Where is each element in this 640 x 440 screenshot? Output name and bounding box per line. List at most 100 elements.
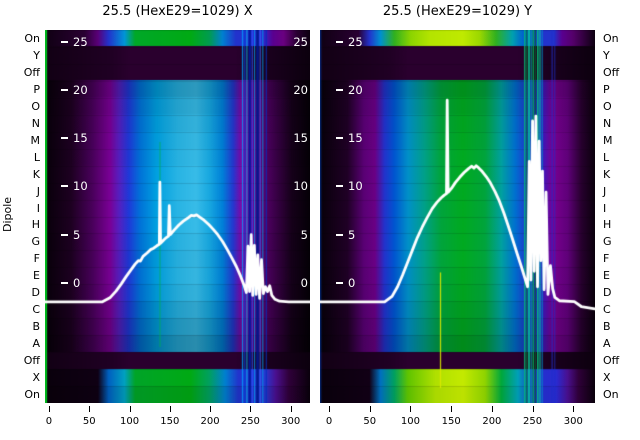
x-axis-tick-label: 250 xyxy=(240,416,260,427)
inner-tick-dash xyxy=(61,137,68,140)
x-axis-tick-label: 250 xyxy=(523,416,543,427)
x-axis-tick xyxy=(451,406,453,412)
row-label-left: O xyxy=(31,99,40,113)
row-label-left: D xyxy=(31,286,40,300)
inner-tick-label-right: 25 xyxy=(293,34,308,49)
row-label-right: O xyxy=(603,99,612,113)
x-axis-tick xyxy=(369,406,371,412)
heatmap-panel-x: 25 25 20 20 15 15 10 10 5 5 0 0 0 50 100 150 200 250 300 xyxy=(45,30,310,427)
x-axis-tick xyxy=(210,406,212,412)
x-axis-tick-label: 150 xyxy=(441,416,461,427)
x-axis-tick xyxy=(129,406,131,412)
x-axis-tick xyxy=(573,406,575,412)
row-label-left: K xyxy=(32,167,40,181)
x-axis-tick-label: 300 xyxy=(563,416,583,427)
row-label-left: I xyxy=(36,201,40,215)
inner-tick-dash xyxy=(61,233,68,236)
inner-tick-label: 25 xyxy=(348,34,363,49)
inner-tick-label: 10 xyxy=(348,179,363,194)
x-axis-tick xyxy=(329,406,331,412)
inner-tick-label: 20 xyxy=(348,83,363,98)
row-label-left: Off xyxy=(23,65,40,79)
x-axis-tick-label: 100 xyxy=(400,416,421,427)
row-labels-right: On Y Off P O N M L K J I H G F E D C B A Off X On xyxy=(601,30,640,403)
row-label-left: L xyxy=(33,150,40,164)
inner-tick-label: 15 xyxy=(73,131,88,146)
inner-tick-dash xyxy=(61,281,68,284)
row-label-right: I xyxy=(603,201,607,215)
heatmap-panel-y: 25 20 15 10 5 0 0 50 100 150 200 250 300 xyxy=(320,30,595,427)
row-label-right: D xyxy=(603,286,612,300)
row-labels-left: On Y Off P O N M L K J I H G F E D C B A Off X On xyxy=(0,30,40,403)
inner-tick-dash xyxy=(336,185,343,188)
row-label-right: M xyxy=(603,133,613,147)
inner-tick-dash xyxy=(336,89,343,92)
row-label-right: On xyxy=(603,388,619,402)
row-label-right: A xyxy=(603,337,611,351)
x-axis-tick xyxy=(169,406,171,412)
x-axis-tick-label: 300 xyxy=(281,416,301,427)
row-label-left: X xyxy=(32,371,40,385)
x-axis-tick xyxy=(250,406,252,412)
inner-tick-label-right: 15 xyxy=(293,131,308,146)
row-label-left: On xyxy=(24,388,40,402)
inner-tick-label: 0 xyxy=(348,275,356,290)
panel-y-title: 25.5 (HexE29=1029) Y xyxy=(382,4,533,19)
x-axis-tick xyxy=(290,406,292,412)
row-label-right: On xyxy=(603,31,619,45)
row-label-right: Off xyxy=(603,354,620,368)
x-axis-tick xyxy=(89,406,91,412)
row-label-right: L xyxy=(603,150,610,164)
inner-tick-label-right: 20 xyxy=(293,83,308,98)
row-label-left: M xyxy=(30,133,41,147)
row-label-left: H xyxy=(31,218,40,232)
row-label-right: X xyxy=(603,371,611,385)
inner-tick-dash xyxy=(336,40,343,43)
row-label-right: P xyxy=(603,82,610,96)
row-label-left: J xyxy=(36,184,40,198)
row-label-right: C xyxy=(603,303,611,317)
inner-tick-label: 5 xyxy=(73,227,81,242)
inner-tick-label: 20 xyxy=(73,83,88,98)
x-axis-tick xyxy=(410,406,412,412)
inner-tick-label: 0 xyxy=(73,275,81,290)
row-label-left: G xyxy=(31,235,40,249)
x-axis-tick-label: 50 xyxy=(82,416,96,427)
inner-tick-label: 25 xyxy=(73,34,88,49)
x-axis-tick xyxy=(532,406,534,412)
row-label-left: Y xyxy=(33,48,40,62)
inner-tick-label: 10 xyxy=(73,179,88,194)
row-label-left: A xyxy=(32,337,40,351)
inner-tick-label: 15 xyxy=(348,131,363,146)
row-label-left: N xyxy=(31,116,40,130)
x-axis-tick-label: 150 xyxy=(160,416,180,427)
x-axis-tick-label: 0 xyxy=(325,416,333,427)
inner-tick-dash xyxy=(61,185,68,188)
inner-tick-dash xyxy=(336,233,343,236)
row-label-left: P xyxy=(33,82,40,96)
inner-tick-dash xyxy=(336,137,343,140)
row-label-right: Off xyxy=(603,65,620,79)
x-axis-tick-label: 200 xyxy=(482,416,502,427)
row-label-right: K xyxy=(603,167,611,181)
inner-tick-label-right: 5 xyxy=(300,227,308,242)
row-label-right: H xyxy=(603,218,612,232)
row-label-left: B xyxy=(32,320,40,334)
row-label-left: Off xyxy=(23,354,40,368)
row-label-right: B xyxy=(603,320,611,334)
row-label-right: Y xyxy=(603,48,610,62)
inner-tick-dash xyxy=(61,40,68,43)
heatmap-canvas-x xyxy=(45,30,310,403)
row-label-right: E xyxy=(603,269,610,283)
inner-tick-label-right: 0 xyxy=(300,275,308,290)
row-label-left: On xyxy=(24,31,40,45)
x-axis-tick-label: 50 xyxy=(363,416,377,427)
row-label-right: J xyxy=(603,184,607,198)
x-axis-tick-label: 0 xyxy=(45,416,53,427)
row-label-right: F xyxy=(603,252,610,266)
inner-tick-dash xyxy=(336,281,343,284)
inner-tick-label-right: 10 xyxy=(293,179,308,194)
inner-tick-label: 5 xyxy=(348,227,356,242)
heatmap-canvas-y xyxy=(320,30,595,403)
row-label-right: G xyxy=(603,235,612,249)
